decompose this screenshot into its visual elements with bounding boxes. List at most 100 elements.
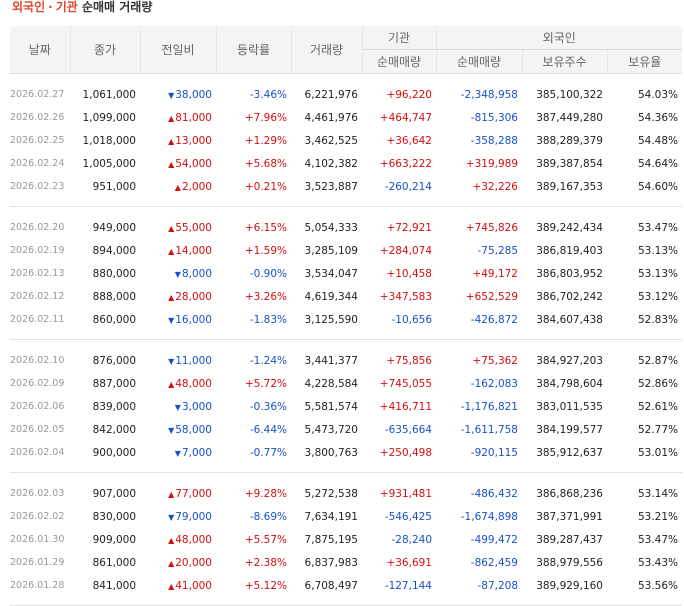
triangle-down-icon: ▼ (168, 356, 175, 366)
col-header-volume: 거래량 (290, 26, 362, 74)
row-change: ▼79,000 (140, 505, 216, 528)
col-header-inst-net: 순매매량 (361, 49, 436, 74)
row-close: 1,099,000 (82, 111, 136, 124)
row-foreign-net: -815,306 (470, 111, 518, 124)
row-holdings: 389,287,437 (536, 533, 603, 546)
row-ratio: 53.43% (637, 556, 678, 569)
table-row: 2026.02.26 1,099,000 ▲81,000 +7.96% 4,461,97… (10, 106, 682, 129)
row-volume: 3,441,377 (304, 354, 358, 367)
row-change-value: 20,000 (175, 556, 212, 569)
row-close: 887,000 (92, 377, 136, 390)
table-row: 2026.01.30 909,000 ▲48,000 +5.57% 7,875,195 -… (10, 528, 682, 551)
row-holdings: 388,979,556 (536, 556, 603, 569)
row-change-value: 14,000 (175, 244, 212, 257)
title-foreign: 외국인 (12, 0, 46, 14)
row-foreign-net: -87,208 (477, 579, 518, 592)
row-holdings: 385,912,637 (536, 446, 603, 459)
table-row: 2026.02.27 1,061,000 ▼38,000 -3.46% 6,221,97… (10, 83, 682, 106)
row-ratio: 53.21% (637, 510, 678, 523)
row-foreign-net: -486,432 (470, 487, 518, 500)
row-rate: +0.21% (244, 180, 287, 193)
row-change: ▲55,000 (140, 216, 216, 239)
row-foreign-net: -2,348,958 (460, 88, 518, 101)
row-ratio: 52.77% (637, 423, 678, 436)
triangle-down-icon: ▼ (174, 402, 181, 412)
row-inst-net: +931,481 (379, 487, 432, 500)
row-ratio: 53.13% (637, 267, 678, 280)
row-change: ▼7,000 (140, 441, 216, 464)
row-close: 842,000 (92, 423, 136, 436)
row-volume: 4,461,976 (304, 111, 358, 124)
row-close: 876,000 (92, 354, 136, 367)
row-rate: +7.96% (244, 111, 287, 124)
row-rate: +2.38% (244, 556, 287, 569)
row-close: 860,000 (92, 313, 136, 326)
row-foreign-net: +319,989 (465, 157, 518, 170)
triangle-up-icon: ▲ (168, 113, 175, 123)
row-holdings: 384,199,577 (536, 423, 603, 436)
row-holdings: 384,607,438 (536, 313, 603, 326)
table-row: 2026.02.11 860,000 ▼16,000 -1.83% 3,125,590 -… (10, 308, 682, 331)
row-foreign-net: -862,459 (470, 556, 518, 569)
row-rate: -3.46% (249, 88, 287, 101)
row-date: 2026.02.05 (10, 424, 65, 435)
row-holdings: 387,449,280 (536, 111, 603, 124)
row-change-value: 48,000 (175, 533, 212, 546)
row-rate: -0.36% (249, 400, 287, 413)
row-holdings: 389,167,353 (536, 180, 603, 193)
row-volume: 7,634,191 (304, 510, 358, 523)
title-separator: · (48, 0, 53, 14)
row-change: ▼11,000 (140, 349, 216, 372)
row-inst-net: +284,074 (379, 244, 432, 257)
row-foreign-net: -1,611,758 (460, 423, 518, 436)
row-inst-net: -10,656 (391, 313, 432, 326)
row-inst-net: +250,498 (379, 446, 432, 459)
row-change-value: 3,000 (181, 400, 212, 413)
row-ratio: 52.87% (637, 354, 678, 367)
row-rate: +3.26% (244, 290, 287, 303)
row-date: 2026.02.04 (10, 447, 65, 458)
row-rate: +6.15% (244, 221, 287, 234)
row-inst-net: +10,458 (386, 267, 432, 280)
row-volume: 3,462,525 (304, 134, 358, 147)
row-change-value: 13,000 (175, 134, 212, 147)
triangle-up-icon: ▲ (168, 558, 175, 568)
row-date: 2026.01.30 (10, 534, 65, 545)
row-foreign-net: -358,288 (470, 134, 518, 147)
row-foreign-net: -162,083 (470, 377, 518, 390)
row-change-value: 7,000 (181, 446, 212, 459)
col-header-rate: 등락률 (215, 26, 291, 74)
row-change-value: 41,000 (175, 579, 212, 592)
row-change: ▲81,000 (140, 106, 216, 129)
row-foreign-net: +49,172 (472, 267, 518, 280)
row-date: 2026.01.28 (10, 580, 65, 591)
row-change: ▲20,000 (140, 551, 216, 574)
row-volume: 3,523,887 (304, 180, 358, 193)
row-holdings: 386,868,236 (536, 487, 603, 500)
row-ratio: 53.14% (637, 487, 678, 500)
row-holdings: 389,387,854 (536, 157, 603, 170)
table-row: 2026.02.23 951,000 ▲2,000 +0.21% 3,523,887 -2… (10, 175, 682, 198)
col-header-close: 종가 (69, 26, 140, 74)
row-change-value: 48,000 (175, 377, 212, 390)
row-foreign-net: +75,362 (472, 354, 518, 367)
row-change-value: 2,000 (181, 180, 212, 193)
row-volume: 3,534,047 (304, 267, 358, 280)
row-volume: 6,837,983 (304, 556, 358, 569)
table-row: 2026.01.28 841,000 ▲41,000 +5.12% 6,708,497 -… (10, 574, 682, 597)
table-row: 2026.02.09 887,000 ▲48,000 +5.72% 4,228,584 +… (10, 372, 682, 395)
row-volume: 3,800,763 (304, 446, 358, 459)
triangle-down-icon: ▼ (174, 269, 181, 279)
row-change-value: 8,000 (181, 267, 212, 280)
triangle-up-icon: ▲ (168, 535, 175, 545)
triangle-up-icon: ▲ (174, 182, 181, 192)
row-close: 1,018,000 (82, 134, 136, 147)
row-inst-net: -635,664 (384, 423, 432, 436)
col-header-change: 전일비 (139, 26, 216, 74)
row-holdings: 389,242,434 (536, 221, 603, 234)
row-foreign-net: -426,872 (470, 313, 518, 326)
row-change: ▼16,000 (140, 308, 216, 331)
title-suffix: 순매매 거래량 (81, 0, 153, 14)
row-foreign-net: -920,115 (470, 446, 518, 459)
table-row: 2026.02.04 900,000 ▼7,000 -0.77% 3,800,763 +2… (10, 441, 682, 464)
